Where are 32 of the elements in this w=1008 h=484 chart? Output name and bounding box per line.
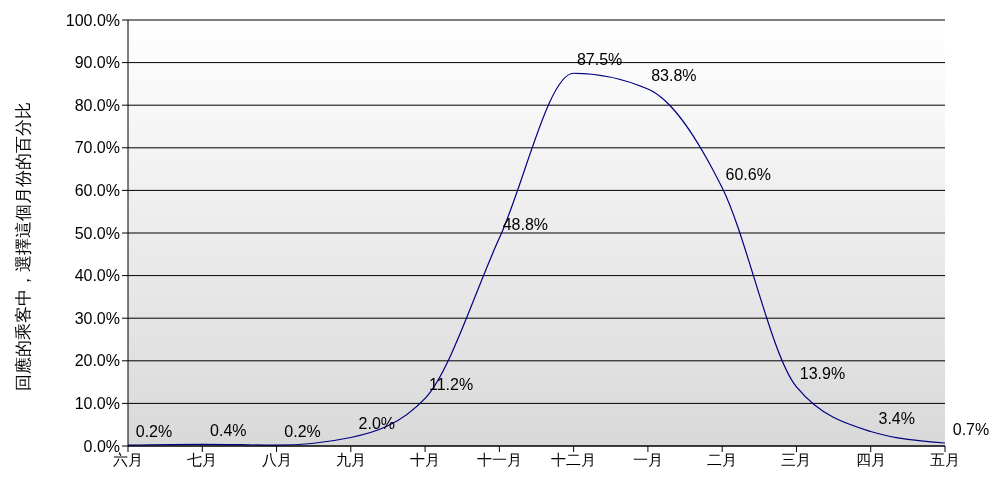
x-tick-label: 十二月 xyxy=(551,450,597,468)
y-tick-label: 100.0% xyxy=(65,11,120,29)
x-tick-label: 四月 xyxy=(855,450,886,468)
y-tick-label: 90.0% xyxy=(74,54,120,72)
data-label: 0.2% xyxy=(135,423,173,441)
data-label: 0.4% xyxy=(210,422,247,440)
y-tick-label: 20.0% xyxy=(74,352,120,370)
y-tick-label: 80.0% xyxy=(74,96,120,114)
y-tick-label: 50.0% xyxy=(74,224,120,242)
x-tick-label: 十月 xyxy=(410,450,441,468)
y-axis-title: 回應的乘客中，選擇這個月份的百分比 xyxy=(14,101,34,391)
x-tick-label: 十一月 xyxy=(476,450,522,468)
x-tick-label: 一月 xyxy=(632,450,663,468)
x-tick-label: 八月 xyxy=(261,450,292,468)
y-tick-label: 70.0% xyxy=(74,139,120,157)
data-label: 3.4% xyxy=(878,409,915,427)
x-tick-label: 三月 xyxy=(781,450,812,468)
y-tick-label: 60.0% xyxy=(74,182,120,200)
x-tick-label: 二月 xyxy=(707,450,738,468)
data-label: 2.0% xyxy=(358,415,396,433)
data-label: 60.6% xyxy=(725,165,771,183)
y-tick-label: 40.0% xyxy=(74,267,120,285)
data-label: 13.9% xyxy=(799,364,846,382)
data-label: 0.7% xyxy=(952,421,990,439)
data-label: 83.8% xyxy=(651,67,697,85)
y-tick-label: 0.0% xyxy=(83,437,120,455)
y-tick-label: 10.0% xyxy=(74,395,120,413)
x-tick-label: 五月 xyxy=(930,450,960,468)
x-tick-label: 九月 xyxy=(335,450,366,468)
data-label: 0.2% xyxy=(284,423,321,441)
x-tick-label: 七月 xyxy=(187,450,218,468)
y-tick-label: 30.0% xyxy=(74,309,120,327)
